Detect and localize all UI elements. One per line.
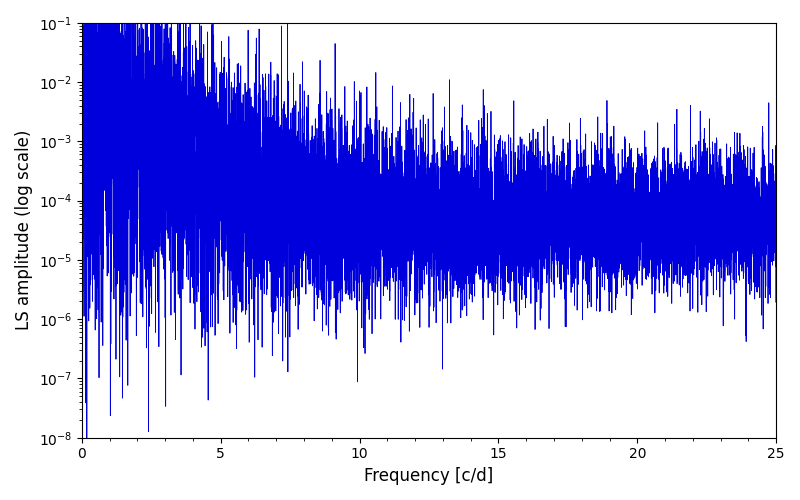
X-axis label: Frequency [c/d]: Frequency [c/d] [364,467,494,485]
Y-axis label: LS amplitude (log scale): LS amplitude (log scale) [15,130,33,330]
